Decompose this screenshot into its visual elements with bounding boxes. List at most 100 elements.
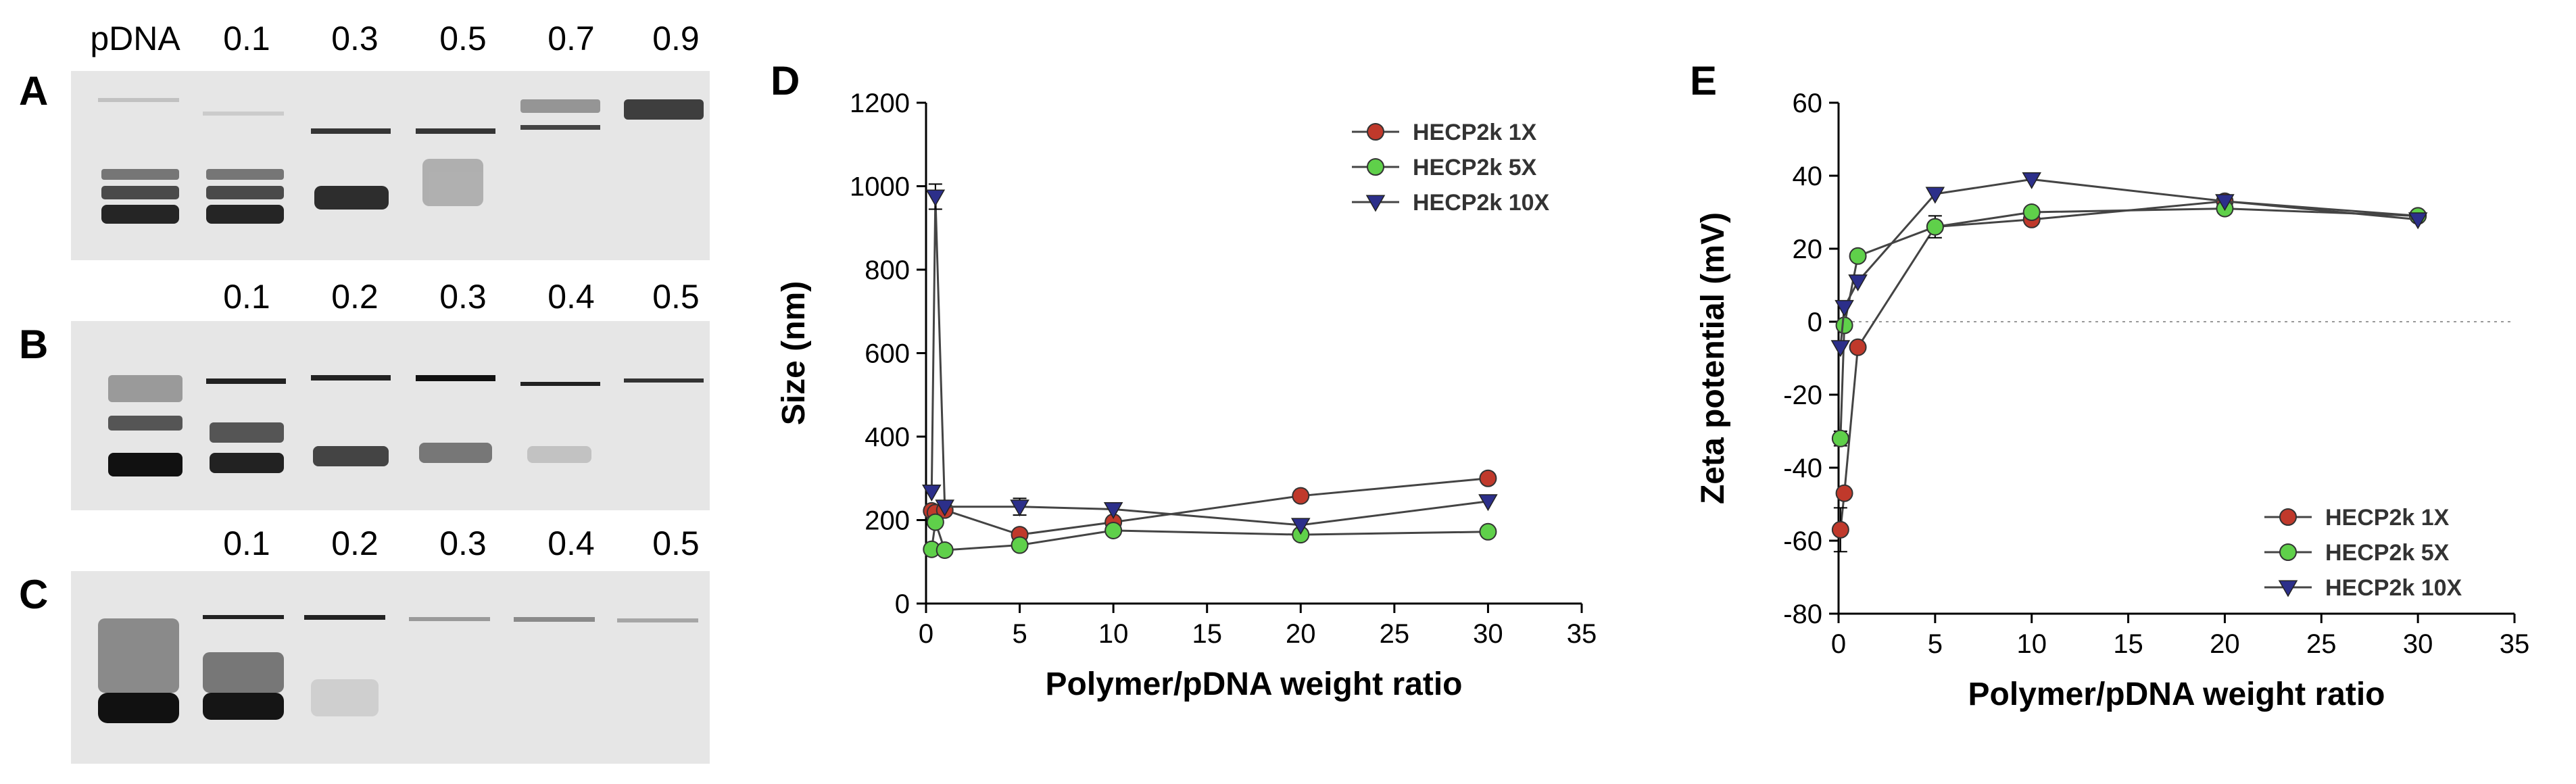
x-tick-label: 10	[2016, 629, 2047, 659]
x-tick-label: 35	[2500, 629, 2530, 659]
gel-b-lane-label: 0.5	[652, 278, 700, 316]
legend-marker	[2278, 580, 2298, 597]
data-point	[935, 499, 955, 517]
legend-marker	[1365, 195, 1386, 212]
y-axis-label: Size (nm)	[776, 281, 812, 425]
x-tick-label: 5	[1012, 619, 1027, 649]
data-point	[1835, 316, 1853, 335]
gel-image-c	[71, 571, 710, 764]
data-point	[1290, 518, 1311, 535]
y-tick-label: 20	[1793, 235, 1823, 264]
data-point	[1479, 469, 1497, 487]
x-tick-label: 25	[2306, 629, 2337, 659]
x-tick-label: 10	[1098, 619, 1129, 649]
gel-a-lane-label: 0.9	[652, 20, 700, 57]
y-tick-label: 200	[865, 506, 910, 536]
data-point	[935, 541, 954, 559]
data-point	[1479, 522, 1497, 541]
data-point	[1831, 520, 1849, 539]
gel-a-lane-label: 0.1	[223, 20, 270, 57]
y-tick-label: -80	[1783, 599, 1822, 629]
data-point	[1478, 494, 1498, 512]
y-tick-label: 0	[895, 589, 910, 619]
x-tick-label: 35	[1567, 619, 1597, 649]
data-point	[2022, 172, 2042, 189]
data-point	[2022, 203, 2041, 221]
series-line	[1839, 207, 2419, 439]
gel-a-lane-label: 0.7	[548, 20, 595, 57]
gel-b-lane-label: 0.4	[548, 278, 595, 316]
data-point	[1831, 429, 1849, 447]
data-point	[1849, 338, 1867, 356]
gel-a-lane-label: pDNA	[90, 20, 180, 57]
data-point	[1104, 521, 1123, 539]
series-line	[930, 196, 1488, 526]
legend-label: HECP2k 1X	[2325, 505, 2450, 531]
data-point	[1834, 299, 1854, 317]
gel-b-lane-label: 0.3	[439, 278, 487, 316]
x-axis-label: Polymer/pDNA weight ratio	[1968, 677, 2385, 712]
legend-label: HECP2k 5X	[2325, 540, 2450, 566]
y-tick-label: -20	[1783, 381, 1822, 410]
x-tick-label: 30	[2403, 629, 2433, 659]
data-point	[1010, 499, 1029, 517]
data-point	[1849, 247, 1867, 265]
y-tick-label: 600	[865, 339, 910, 369]
gel-c-lane-label: 0.1	[223, 524, 270, 562]
y-tick-label: 800	[865, 255, 910, 285]
data-point	[2215, 194, 2235, 212]
panel-letter-c: C	[19, 572, 49, 617]
y-tick-label: 400	[865, 422, 910, 452]
legend-label: HECP2k 10X	[1413, 190, 1550, 216]
x-tick-label: 15	[2113, 629, 2143, 659]
data-point	[1292, 487, 1310, 505]
x-tick-label: 0	[1831, 629, 1846, 659]
x-tick-label: 20	[1286, 619, 1316, 649]
y-tick-label: 1200	[850, 89, 910, 118]
y-tick-label: -60	[1783, 526, 1822, 556]
gel-b-lane-label: 0.2	[331, 278, 379, 316]
panel-letter-b: B	[19, 322, 49, 367]
data-point	[1103, 501, 1123, 519]
data-point	[1011, 536, 1029, 554]
x-tick-label: 15	[1192, 619, 1222, 649]
panel-letter-a: A	[19, 68, 49, 114]
data-point	[1830, 340, 1851, 358]
y-tick-label: 1000	[850, 172, 910, 202]
x-tick-label: 0	[919, 619, 933, 649]
size-chart: 0 5 10 15 20 25 30 35 0 200 400 600 800 1000 1200 Polym…	[776, 89, 1597, 702]
legend-marker	[2279, 543, 2297, 561]
gel-a-lane-label: 0.5	[439, 20, 487, 57]
legend-marker	[2279, 508, 2297, 526]
x-tick-label: 30	[1473, 619, 1503, 649]
gel-c-lane-label: 0.2	[331, 524, 379, 562]
gel-b-lane-label: 0.1	[223, 278, 270, 316]
series-line	[1839, 200, 2419, 530]
y-tick-label: 60	[1793, 89, 1823, 118]
data-point	[922, 485, 942, 502]
y-tick-label: 0	[1807, 308, 1822, 337]
data-point	[926, 513, 944, 531]
data-point	[2408, 212, 2428, 230]
legend-label: HECP2k 1X	[1413, 120, 1537, 145]
x-tick-label: 5	[1928, 629, 1943, 659]
gel-image-b	[71, 321, 710, 510]
panel-letter-d: D	[771, 58, 800, 103]
panel-letter-e: E	[1690, 58, 1718, 103]
data-point	[1926, 218, 1944, 236]
legend-label: HECP2k 5X	[1413, 155, 1537, 180]
legend-label: HECP2k 10X	[2325, 575, 2462, 601]
gel-c-lane-label: 0.4	[548, 524, 595, 562]
data-point	[1848, 274, 1868, 292]
gel-c-lane-label: 0.3	[439, 524, 487, 562]
legend-marker	[1367, 158, 1384, 176]
data-point	[1835, 484, 1853, 502]
y-tick-label: 40	[1793, 162, 1823, 191]
data-point	[925, 189, 946, 207]
x-tick-label: 25	[1380, 619, 1410, 649]
y-axis-label: Zeta potential (mV)	[1695, 212, 1731, 504]
gel-image-a	[71, 71, 710, 260]
gel-a-lane-label: 0.3	[331, 20, 379, 57]
x-tick-label: 20	[2210, 629, 2240, 659]
data-point	[1925, 187, 1945, 204]
